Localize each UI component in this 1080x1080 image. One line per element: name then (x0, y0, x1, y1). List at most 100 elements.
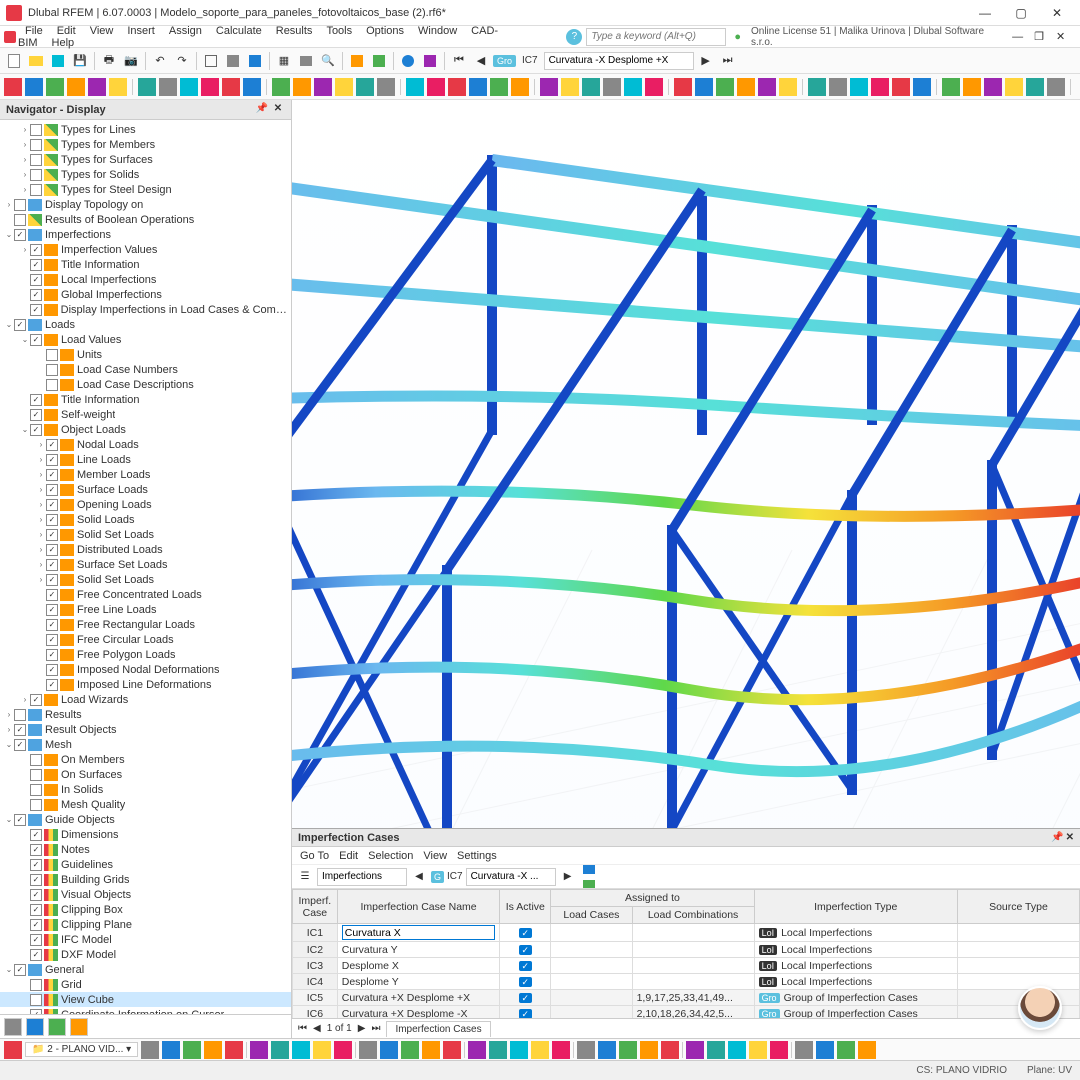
nav-tab-data-icon[interactable] (4, 1018, 22, 1036)
help-icon[interactable]: ? (566, 29, 582, 45)
table-row[interactable]: IC5Curvatura +X Desplome +X✓1,9,17,25,33… (293, 990, 1080, 1006)
toolbar2-icon-14[interactable] (314, 78, 332, 96)
panel-close-icon[interactable]: ✕ (1066, 832, 1074, 843)
tree-checkbox[interactable] (46, 634, 58, 646)
panel-menu-selection[interactable]: Selection (368, 850, 413, 862)
tree-checkbox[interactable] (30, 274, 42, 286)
bottom-tool-23[interactable] (640, 1041, 658, 1059)
toolbar2-icon-33[interactable] (737, 78, 755, 96)
toolbar2-icon-40[interactable] (892, 78, 910, 96)
tree-item-0[interactable]: ›Types for Lines (0, 122, 291, 137)
tree-checkbox[interactable] (30, 769, 42, 781)
hide-button[interactable] (420, 51, 440, 71)
bottom-tool-33[interactable] (858, 1041, 876, 1059)
menu-help[interactable]: Help (45, 35, 82, 51)
nav-tab-display-icon[interactable] (26, 1018, 44, 1036)
bottom-tool-26[interactable] (707, 1041, 725, 1059)
tree-checkbox[interactable] (46, 664, 58, 676)
table-row[interactable]: IC6Curvatura +X Desplome -X✓2,10,18,26,3… (293, 1006, 1080, 1019)
toolbar2-icon-19[interactable] (427, 78, 445, 96)
bottom-tool-27[interactable] (728, 1041, 746, 1059)
snap-endpoint-icon[interactable] (4, 1041, 22, 1059)
tree-checkbox[interactable] (46, 484, 58, 496)
tree-item-47[interactable]: Dimensions (0, 827, 291, 842)
bottom-tool-12[interactable] (401, 1041, 419, 1059)
bottom-tool-15[interactable] (468, 1041, 486, 1059)
tree-item-36[interactable]: Imposed Nodal Deformations (0, 662, 291, 677)
keyword-search-input[interactable] (586, 28, 726, 46)
bottom-tool-31[interactable] (816, 1041, 834, 1059)
nav-next-button[interactable]: ▶ (696, 51, 716, 71)
toolbar2-icon-38[interactable] (850, 78, 868, 96)
tree-checkbox[interactable] (46, 379, 58, 391)
tree-item-18[interactable]: Title Information (0, 392, 291, 407)
table-row[interactable]: IC3Desplome X✓LoILocal Imperfections (293, 958, 1080, 974)
tree-item-28[interactable]: ›Distributed Loads (0, 542, 291, 557)
tree-checkbox[interactable] (46, 604, 58, 616)
toolbar2-icon-37[interactable] (829, 78, 847, 96)
tree-item-54[interactable]: IFC Model (0, 932, 291, 947)
tree-checkbox[interactable] (30, 829, 42, 841)
bottom-tool-9[interactable] (334, 1041, 352, 1059)
toolbar2-icon-47[interactable] (1047, 78, 1065, 96)
toolbar2-icon-18[interactable] (406, 78, 424, 96)
tree-checkbox[interactable] (14, 319, 26, 331)
tree-checkbox[interactable] (30, 784, 42, 796)
bottom-tool-2[interactable] (183, 1041, 201, 1059)
bottom-tool-22[interactable] (619, 1041, 637, 1059)
open-button[interactable] (26, 51, 46, 71)
tree-item-25[interactable]: ›Opening Loads (0, 497, 291, 512)
tree-checkbox[interactable] (30, 934, 42, 946)
tree-checkbox[interactable] (30, 139, 42, 151)
calc-button[interactable] (347, 51, 367, 71)
toolbar2-icon-23[interactable] (511, 78, 529, 96)
tree-item-2[interactable]: ›Types for Surfaces (0, 152, 291, 167)
tree-item-44[interactable]: In Solids (0, 782, 291, 797)
tree-item-19[interactable]: Self-weight (0, 407, 291, 422)
toolbar2-icon-2[interactable] (46, 78, 64, 96)
nav-tab-results-icon[interactable] (70, 1018, 88, 1036)
tree-arrow-icon[interactable]: ⌄ (4, 230, 14, 239)
tree-checkbox[interactable] (46, 349, 58, 361)
nav-tab-views-icon[interactable] (48, 1018, 66, 1036)
tree-checkbox[interactable] (14, 214, 26, 226)
panel-type-combo[interactable] (317, 868, 407, 886)
panel-menu-goto[interactable]: Go To (300, 850, 329, 862)
bottom-tool-30[interactable] (795, 1041, 813, 1059)
tree-checkbox[interactable] (30, 799, 42, 811)
tree-item-53[interactable]: Clipping Plane (0, 917, 291, 932)
case-combo[interactable] (544, 52, 694, 70)
tree-checkbox[interactable] (30, 859, 42, 871)
tree-checkbox[interactable] (30, 304, 42, 316)
bottom-tool-7[interactable] (292, 1041, 310, 1059)
tree-checkbox[interactable] (14, 199, 26, 211)
tree-arrow-icon[interactable]: › (20, 140, 30, 149)
tree-item-20[interactable]: ⌄Object Loads (0, 422, 291, 437)
tree-item-34[interactable]: Free Circular Loads (0, 632, 291, 647)
page-next-button[interactable]: ▶ (358, 1023, 366, 1034)
tree-checkbox[interactable] (30, 259, 42, 271)
new-button[interactable] (4, 51, 24, 71)
doc-minimize-button[interactable]: — (1012, 31, 1032, 43)
tree-checkbox[interactable] (30, 424, 42, 436)
bottom-tool-8[interactable] (313, 1041, 331, 1059)
tree-arrow-icon[interactable]: › (20, 185, 30, 194)
toolbar2-icon-31[interactable] (695, 78, 713, 96)
menu-assign[interactable]: Assign (162, 23, 209, 39)
screenshot-button[interactable]: 📷 (121, 51, 141, 71)
tree-checkbox[interactable] (46, 589, 58, 601)
toolbar2-icon-41[interactable] (913, 78, 931, 96)
doc-restore-button[interactable]: ❐ (1034, 30, 1054, 43)
bottom-tool-19[interactable] (552, 1041, 570, 1059)
tree-item-14[interactable]: ⌄Load Values (0, 332, 291, 347)
toolbar2-icon-22[interactable] (490, 78, 508, 96)
toolbar2-icon-7[interactable] (159, 78, 177, 96)
tree-checkbox[interactable] (30, 334, 42, 346)
tree-checkbox[interactable] (30, 694, 42, 706)
undo-button[interactable]: ↶ (150, 51, 170, 71)
toolbar2-icon-8[interactable] (180, 78, 198, 96)
close-button[interactable]: ✕ (1040, 2, 1074, 24)
tree-checkbox[interactable] (46, 469, 58, 481)
nav-last-button[interactable]: ⏭ (718, 51, 738, 71)
tree-arrow-icon[interactable]: ⌄ (4, 815, 14, 824)
